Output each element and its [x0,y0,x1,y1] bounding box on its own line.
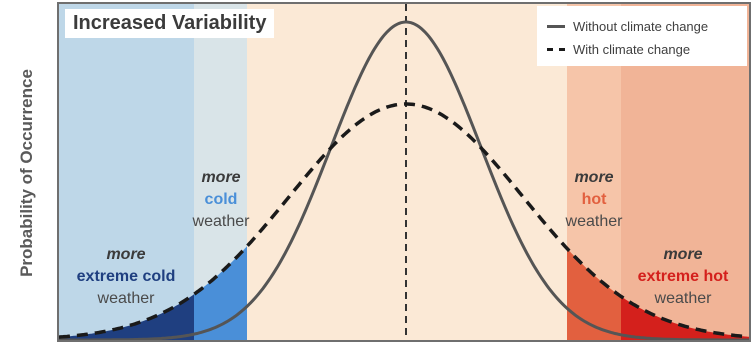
weather-label: weather [192,213,250,230]
more-label: more [106,246,146,263]
plot-area: Increased Variability Without climate ch… [57,2,751,342]
weather-label: weather [565,213,623,230]
solid-line-swatch [547,24,565,28]
label-hot: more hot weather [549,167,639,233]
label-cold: more cold weather [177,167,265,233]
area-extreme-cold [59,294,194,340]
legend-label-with: With climate change [573,41,691,57]
kind-label: hot [581,191,607,208]
label-extreme-cold: more extreme cold weather [59,244,193,310]
legend-item-with: With climate change [547,39,690,59]
diagram-title: Increased Variability [65,9,275,38]
area-extreme-hot [621,296,749,340]
kind-label: extreme hot [637,268,729,285]
weather-label: weather [97,290,155,307]
kind-label: cold [204,191,238,208]
band-extreme-cold [59,4,194,340]
curve-without-climate-change [59,20,749,340]
legend: Without climate change With climate chan… [537,6,747,66]
more-label: more [201,169,241,186]
more-label: more [663,246,703,263]
legend-label-without: Without climate change [573,18,709,34]
more-label: more [574,169,614,186]
weather-label: weather [654,290,712,307]
dashed-line-swatch [547,47,565,51]
y-axis-label-text: Probability of Occurrence [17,68,36,277]
curve-with-climate-change [59,102,749,339]
y-axis-label: Probability of Occurrence [0,0,54,345]
legend-item-without: Without climate change [547,16,708,36]
label-extreme-hot: more extreme hot weather [619,244,747,310]
kind-label: extreme cold [76,268,176,285]
